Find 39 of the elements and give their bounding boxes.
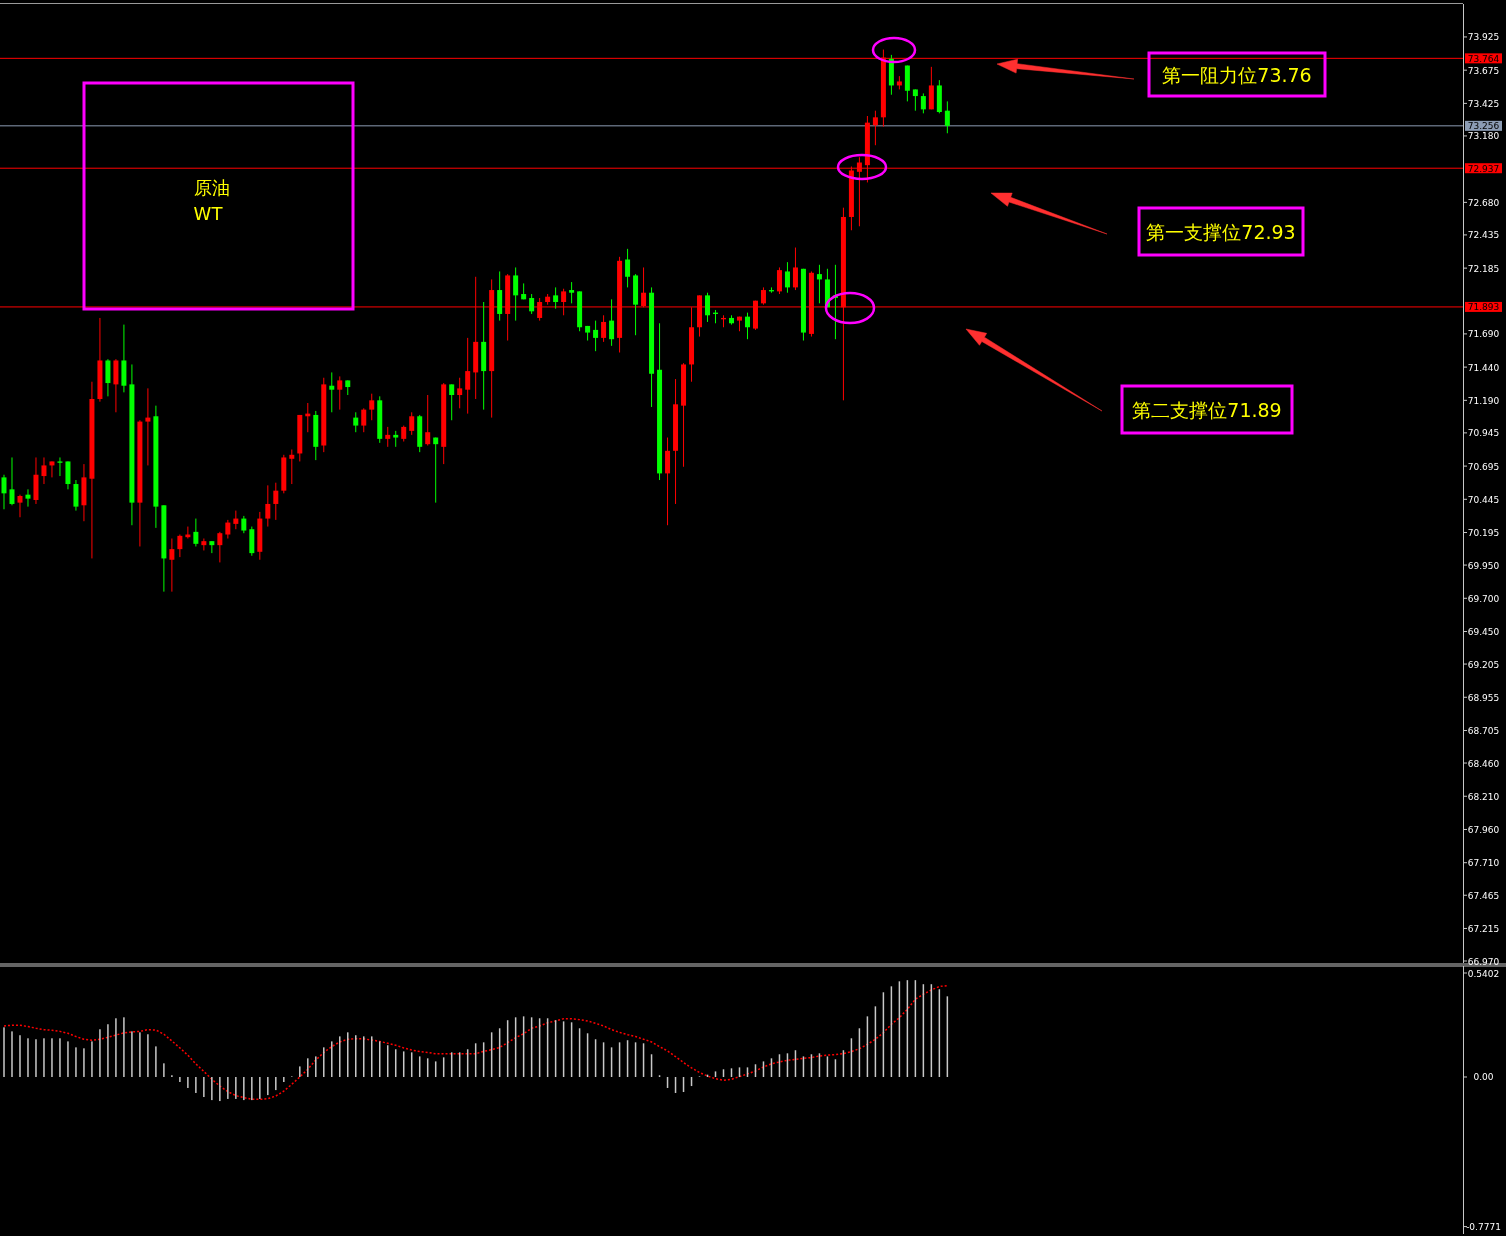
- y-tick-label: 68.955: [1467, 692, 1500, 703]
- y-tick-label: 69.700: [1467, 593, 1500, 604]
- ref-line-label: 73.764: [1467, 53, 1500, 64]
- ref-line-label: 73.256: [1467, 121, 1500, 132]
- y-tick-label: 67.960: [1467, 824, 1500, 835]
- y-tick-label: 66.970: [1467, 956, 1500, 967]
- y-tick-label: 69.950: [1467, 560, 1500, 571]
- annotation: 第二支撑位71.89: [1132, 398, 1282, 421]
- y-tick-label: 70.195: [1467, 528, 1500, 539]
- y-tick-label: 68.210: [1467, 791, 1500, 802]
- y-tick-label: 0.5402: [1467, 968, 1500, 979]
- y-tick-label: 70.445: [1467, 494, 1500, 505]
- annotation: WT: [193, 203, 224, 224]
- y-tick-label: 70.945: [1467, 428, 1500, 439]
- annotation: 第一阻力位73.76: [1162, 63, 1312, 86]
- annotation: 原油: [194, 177, 230, 198]
- y-tick-label: 71.690: [1467, 329, 1500, 340]
- y-tick-label: 73.180: [1467, 131, 1500, 142]
- y-tick-label: 70.695: [1467, 461, 1500, 472]
- y-tick-label: 67.465: [1467, 890, 1500, 901]
- y-tick-label: 67.215: [1467, 923, 1500, 934]
- y-tick-label: 71.440: [1467, 362, 1500, 373]
- y-tick-label: 72.680: [1467, 197, 1500, 208]
- y-tick-label: 68.460: [1467, 758, 1500, 769]
- y-tick-label: 71.190: [1467, 395, 1500, 406]
- y-tick-label: 73.425: [1467, 98, 1500, 109]
- y-tick-label: 69.205: [1467, 659, 1500, 670]
- y-tick-label: 72.435: [1467, 230, 1500, 241]
- y-tick-label: 67.710: [1467, 858, 1500, 869]
- y-tick-label: 73.675: [1467, 65, 1500, 76]
- ref-line-label: 71.893: [1467, 302, 1500, 313]
- ref-line-label: 72.937: [1467, 163, 1500, 174]
- y-tick-label: 72.185: [1467, 263, 1500, 274]
- annotation: 第一支撑位72.93: [1146, 220, 1296, 243]
- y-tick-label: 0.00: [1473, 1072, 1494, 1083]
- y-tick-label: 69.450: [1467, 627, 1500, 638]
- y-tick-label: 68.705: [1467, 725, 1500, 736]
- y-tick-label: 73.925: [1467, 32, 1500, 43]
- y-tick-label: -0.7771: [1466, 1222, 1501, 1233]
